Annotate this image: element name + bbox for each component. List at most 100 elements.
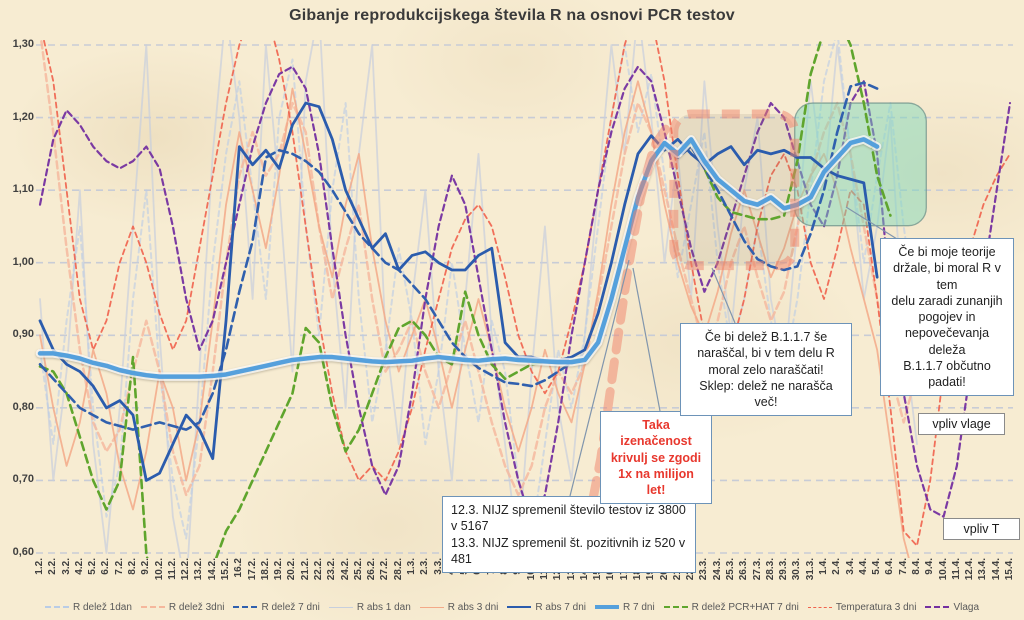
y-tick-label: 1,00 [12,255,34,268]
x-tick-label: 18.2. [259,558,271,581]
legend-label: R 7 dni [622,601,655,613]
legend-label: R abs 3 dni [447,601,499,613]
label-vpliv-t: vpliv T [943,518,1020,540]
x-tick-label: 19.2. [273,558,285,581]
legend-item: R 7 dni [594,601,655,613]
y-tick-label: 0,70 [12,473,34,486]
x-tick-label: 5.2. [87,558,99,575]
x-tick-label: 24.3. [711,558,723,581]
y-tick-label: 1,10 [12,183,34,196]
x-tick-label: 12.4. [964,558,976,581]
x-tick-label: 24.2. [339,558,351,581]
annotation-b117: Če bi delež B.1.1.7 še naraščal, bi v te… [680,323,852,417]
x-tick-label: 26.3. [738,558,750,581]
legend-item: R delež 7 dni [233,601,320,613]
y-tick-label: 1,20 [12,110,34,123]
x-tick-label: 1.2. [34,558,45,575]
x-tick-label: 7.2. [113,558,125,575]
x-tick-label: 25.2. [352,558,364,581]
x-tick-label: 15.4. [1004,558,1015,581]
x-tick-label: 7.4. [897,558,909,575]
legend-item: R abs 3 dni [419,601,499,613]
x-tick-label: 1.3. [406,558,418,575]
legend-label: Vlaga [953,601,980,613]
x-tick-label: 31.3. [804,558,816,581]
x-tick-label: 1.4. [817,558,829,575]
x-tick-label: 14.2. [206,558,218,581]
x-tick-label: 2.2. [47,558,59,575]
annotation-taka-izenacenost: Taka izenačenost krivulj se zgodi 1x na … [600,411,712,505]
legend-swatch [663,606,688,608]
x-tick-label: 9.4. [924,558,936,575]
legend-swatch [140,606,165,608]
legend-item: Temperatura 3 dni [807,601,917,613]
legend-label: R delež PCR+HAT 7 dni [691,601,799,613]
x-tick-label: 28.2. [392,558,404,581]
legend-swatch [328,606,353,608]
legend-item: R abs 7 dni [507,602,586,613]
legend-label: R delež 1dan [72,601,132,613]
x-tick-label: 22.2. [313,558,325,581]
legend-item: R delež 1dan [44,601,132,613]
x-tick-label: 6.2. [100,558,112,575]
x-tick-label: 14.4. [990,558,1002,581]
legend-swatch [233,606,258,608]
legend-swatch [44,606,69,608]
x-tick-label: 11.2. [166,558,178,580]
x-tick-label: 28.3. [764,558,776,581]
x-tick-label: 20.2. [286,558,298,581]
legend-item: R delež 3dni [140,601,225,613]
x-tick-label: 3.2. [60,558,72,575]
legend-item: R delež PCR+HAT 7 dni [663,601,799,613]
x-tick-label: 25.3. [724,558,736,581]
x-tick-label: 2.3. [419,558,431,575]
x-tick-label: 4.4. [857,558,869,575]
annotation-moje-teorije: Če bi moje teorije držale, bi moral R v … [880,238,1014,397]
y-tick-label: 0,80 [12,400,34,413]
x-tick-label: 30.3. [791,558,803,581]
y-tick-label: 1,30 [12,38,34,50]
legend-swatch [807,606,832,608]
x-tick-label: 10.4. [937,558,949,581]
x-tick-label: 26.2. [366,558,378,581]
x-tick-label: 23.3. [698,558,710,581]
x-tick-label: 12.2. [180,558,192,581]
annotation-nijz-change: 12.3. NIJZ spremenil število testov iz 3… [442,496,696,573]
x-tick-label: 11.4. [950,558,962,580]
x-tick-label: 13.4. [977,558,989,581]
x-tick-label: 5.4. [871,558,883,575]
x-tick-label: 4.2. [73,558,85,575]
x-tick-label: 2.4. [831,558,843,575]
x-tick-label: 8.4. [910,558,922,575]
legend-label: R delež 3dni [168,601,225,613]
x-tick-label: 27.2. [379,558,391,581]
x-tick-label: 13.2. [193,558,205,581]
legend-item: R abs 1 dan [328,601,411,613]
x-tick-label: 8.2. [127,558,138,575]
label-vpliv-vlage: vpliv vlage [918,413,1005,435]
y-tick-label: 0,60 [12,546,34,558]
x-tick-label: 21.2. [299,558,311,581]
x-tick-label: 23.2. [326,558,338,581]
x-tick-label: 10.2. [153,558,165,581]
y-tick-label: 0,90 [12,328,34,341]
x-tick-label: 15.2. [220,558,232,581]
legend-swatch [594,605,619,609]
page-title: Gibanje reprodukcijskega števila R na os… [289,7,735,24]
legend-item: Vlaga [925,602,979,613]
chart-legend: R delež 1dan R delež 3dni R delež 7 dni R a… [0,597,1024,617]
x-tick-label: 29.3. [778,558,790,581]
legend-label: R delež 7 dni [261,601,320,613]
x-tick-label: 17.2. [246,558,258,581]
legend-label: R abs 1 dan [356,601,411,613]
x-tick-label: 3.4. [844,558,856,575]
x-tick-label: 16.2 [233,558,245,578]
x-tick-label: 27.3. [751,558,763,581]
legend-swatch [925,606,950,608]
x-tick-label: 9.2. [140,558,152,575]
legend-label: R abs 7 dni [535,601,586,613]
x-tick-label: 6.4. [884,558,896,575]
legend-label: Temperatura 3 dni [835,601,917,613]
legend-swatch [507,606,532,608]
